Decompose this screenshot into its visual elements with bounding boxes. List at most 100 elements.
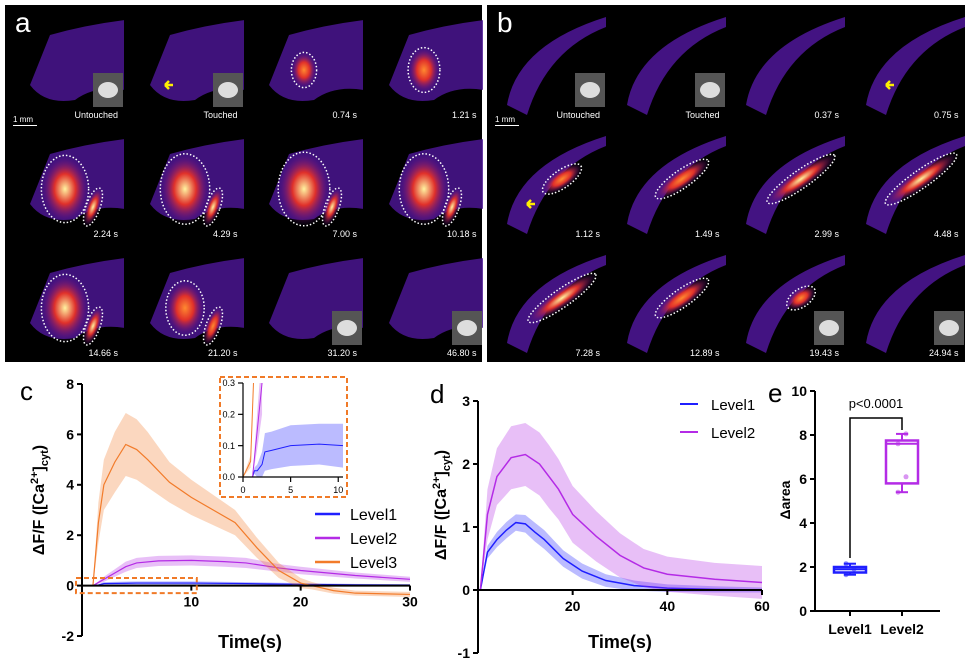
- image-frame: 7.28 s: [487, 243, 606, 362]
- chart-e-ylabel: Δarea: [777, 480, 793, 519]
- y-tick-label: 3: [462, 393, 470, 409]
- box-level2: [884, 439, 920, 485]
- leaf-silhouette: [269, 20, 363, 101]
- panel-b-letter: b: [497, 7, 513, 38]
- y-tick-label: 1: [462, 519, 470, 535]
- image-frame: 21.20 s: [125, 243, 244, 362]
- legend-label-level1: Level1: [350, 507, 397, 524]
- frame-label: 31.20 s: [327, 348, 357, 358]
- x-tick-label: 30: [402, 594, 418, 610]
- signal-outline: [40, 273, 90, 343]
- image-frame: 0.75 s: [846, 5, 965, 124]
- calcium-signal: [159, 153, 210, 225]
- signal-outline: [40, 154, 90, 224]
- y-tick-label: 8: [799, 427, 807, 443]
- petal-silhouette: [507, 136, 606, 234]
- image-frame: 10.18 s: [364, 124, 483, 243]
- panel-c-letter: c: [20, 376, 33, 406]
- petal-silhouette: [746, 17, 845, 115]
- legend-label-level3: Level3: [350, 555, 397, 572]
- calcium-signal: [322, 188, 342, 226]
- error-band-level1: [243, 423, 343, 477]
- frame-label: Touched: [685, 110, 720, 120]
- frame-label: 0.75 s: [933, 110, 959, 120]
- data-point: [895, 441, 901, 447]
- petal-silhouette: [507, 255, 606, 353]
- scale-bar: 1 mm: [13, 115, 37, 126]
- x-tick-label: 10: [184, 594, 200, 610]
- frame-label: 0.37 s: [814, 110, 839, 120]
- signal-outline: [654, 277, 709, 319]
- calcium-signal: [884, 153, 957, 205]
- thumbnail-specimen: [217, 82, 238, 98]
- calcium-signal: [654, 278, 709, 318]
- petal-silhouette: [865, 17, 965, 115]
- image-frame: Untouched: [5, 5, 124, 124]
- y-tick-label: 0: [66, 578, 74, 594]
- error-band-level3: [82, 412, 410, 597]
- frame-label: 10.18 s: [446, 229, 477, 239]
- image-frame: 0.74 s: [244, 5, 363, 124]
- y-tick-label: 4: [66, 477, 74, 493]
- image-frame: 2.24 s: [5, 124, 124, 243]
- signal-outline: [785, 285, 817, 311]
- data-point: [851, 566, 857, 572]
- frame-label: 14.66 s: [88, 348, 118, 358]
- frame-label: 1.12 s: [575, 229, 600, 239]
- calcium-signal: [41, 274, 89, 342]
- chart-c_inset: 0.0 0.1 0.2 0.3 0 5 10: [222, 378, 343, 495]
- scale-bar-label: 1 mm: [13, 115, 33, 124]
- chart-c-xlabel: Time(s): [218, 632, 282, 652]
- data-point: [903, 474, 909, 480]
- image-frame: Untouched: [487, 5, 606, 124]
- calcium-signal: [41, 155, 89, 223]
- panel-b-image-grid: 24.94 s 19.43 s 12.89 s 7.28 s 4.48 s 2.99 s 1…: [487, 5, 965, 362]
- frame-label: 2.99 s: [814, 229, 839, 239]
- image-frame: 7.00 s: [244, 124, 363, 243]
- y-tick-label: 2: [66, 527, 74, 543]
- y-tick-label: 0.0: [222, 472, 235, 482]
- image-frame: 24.94 s: [846, 243, 965, 362]
- series-line-level1: [243, 443, 343, 477]
- thumbnail-specimen: [819, 320, 839, 336]
- y-tick-label: 0: [462, 582, 470, 598]
- data-point: [895, 489, 901, 495]
- x-tick-label: 5: [288, 485, 293, 495]
- frame-label: 46.80 s: [446, 348, 477, 358]
- signal-outline: [883, 152, 958, 206]
- panel-a-image-grid: 46.80 s 31.20 s 21.20 s 14.66 s 10.18 s 7.00 …: [5, 5, 483, 362]
- y-tick-label: 2: [799, 559, 807, 575]
- chart-d-ylabel: ΔF/F ([Ca2+]cyt): [431, 450, 453, 560]
- calcium-signal: [398, 153, 449, 225]
- image-frame: 0.37 s: [726, 5, 845, 124]
- scale-bar-label: 1 mm: [495, 115, 515, 124]
- signal-outline: [541, 163, 583, 195]
- calcium-signal: [542, 163, 582, 195]
- petal-silhouette: [507, 17, 606, 115]
- signal-outline: [277, 151, 331, 227]
- signal-outline: [406, 46, 441, 94]
- petal-silhouette: [626, 136, 726, 234]
- calcium-signal: [203, 307, 222, 345]
- petal-silhouette: [746, 255, 845, 353]
- y-tick-label: 4: [799, 515, 807, 531]
- significance-bracket: [849, 417, 903, 558]
- image-frame: 1.49 s: [607, 124, 726, 243]
- y-tick-label: 6: [66, 426, 74, 442]
- image-frame: 4.48 s: [846, 124, 965, 243]
- frame-label: 1.21 s: [451, 110, 477, 120]
- frame-label: Untouched: [74, 110, 118, 120]
- thumbnail-specimen: [337, 320, 357, 336]
- panel-d-letter: d: [430, 379, 444, 409]
- y-tick-label: 8: [66, 376, 74, 392]
- chart-c-ylabel: ΔF/F ([Ca2+]cyt): [29, 445, 51, 555]
- x-tick-label: 0: [240, 485, 245, 495]
- petal-silhouette: [865, 136, 965, 234]
- error-band-level2: [478, 423, 762, 599]
- legend-label-level1: Level1: [711, 397, 755, 414]
- image-frame: 12.89 s: [607, 243, 726, 362]
- petal-silhouette: [626, 17, 726, 115]
- arrow-icon: [526, 199, 535, 209]
- series-line-level2: [478, 453, 763, 591]
- frame-label: 1.49 s: [694, 229, 720, 239]
